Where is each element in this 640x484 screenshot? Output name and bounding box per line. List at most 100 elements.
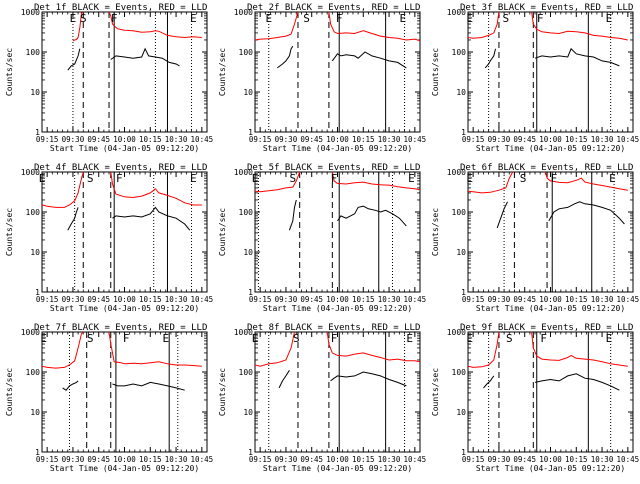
marker-label: S <box>80 12 87 25</box>
y-tick-label: 10 <box>456 408 466 417</box>
series-group <box>468 332 628 391</box>
x-tick-label: 10:30 <box>165 135 188 144</box>
x-tick-label: 09:15 <box>249 135 272 144</box>
y-tick-label: 1 <box>248 448 253 457</box>
events-series-line <box>110 47 180 67</box>
y-tick-label: 10 <box>243 88 253 97</box>
x-axis-label: Start Time (04-Jan-05 09:12:20) <box>50 304 199 313</box>
x-tick-label: 10:30 <box>591 455 614 464</box>
x-tick-label: 09:15 <box>462 135 485 144</box>
marker-label: S <box>87 172 94 185</box>
y-tick-label: 10 <box>456 88 466 97</box>
marker-label: E <box>400 12 407 25</box>
marker-label: F <box>116 172 123 185</box>
marker-label: S <box>506 332 513 345</box>
x-tick-label: 10:45 <box>617 455 640 464</box>
events-series-line <box>112 206 191 231</box>
x-tick-label: 10:00 <box>326 295 349 304</box>
y-tick-label: 100 <box>26 208 41 217</box>
x-tick-label: 09:30 <box>275 135 298 144</box>
marker-label: S <box>303 12 310 25</box>
x-tick-label: 10:45 <box>191 295 214 304</box>
lld-series-line <box>468 172 514 194</box>
marker-label: S <box>87 332 94 345</box>
panel-title: Det 8f BLACK = Events, RED = LLD <box>247 323 420 333</box>
y-tick-label: 100 <box>452 208 467 217</box>
x-tick-label: 10:15 <box>139 135 162 144</box>
y-tick-label: 1000 <box>234 8 253 17</box>
marker-label: E <box>190 172 197 185</box>
events-series-line <box>534 373 620 391</box>
marker-label: E <box>39 172 46 185</box>
marker-label: E <box>466 12 473 25</box>
marker-label: S <box>293 332 300 345</box>
detector-panel: Det 3f BLACK = Events, RED = LLD 1 10 100 10… <box>431 3 639 153</box>
y-axis-label: Counts/sec <box>218 208 227 256</box>
marker-label: E <box>70 12 77 25</box>
panel-title: Det 3f BLACK = Events, RED = LLD <box>460 3 633 13</box>
y-tick-label: 10 <box>243 408 253 417</box>
y-axis-label: Counts/sec <box>5 48 14 96</box>
marker-label: E <box>609 172 616 185</box>
x-tick-label: 10:30 <box>591 135 614 144</box>
x-tick-label: 10:15 <box>565 135 588 144</box>
x-tick-label: 10:00 <box>539 135 562 144</box>
y-axis-label: Counts/sec <box>5 208 14 256</box>
y-tick-label: 1000 <box>21 8 40 17</box>
plot-frame <box>467 11 634 133</box>
y-tick-label: 1000 <box>447 168 466 177</box>
panel-title: Det 1f BLACK = Events, RED = LLD <box>34 3 207 13</box>
y-tick-label: 100 <box>26 368 41 377</box>
x-tick-label: 09:45 <box>87 135 110 144</box>
lld-series-line <box>42 172 84 208</box>
marker-label: F <box>331 332 338 345</box>
detector-panel: Det 8f BLACK = Events, RED = LLD 1 10 100 10… <box>218 323 426 473</box>
marker-label: E <box>265 12 272 25</box>
x-axis-label: Start Time (04-Jan-05 09:12:20) <box>476 304 625 313</box>
plot-frame <box>41 331 208 453</box>
detector-panel: Det 6f BLACK = Events, RED = LLD 1 10 100 10… <box>431 163 639 313</box>
events-series-line <box>484 48 496 69</box>
y-tick-label: 1000 <box>21 328 40 337</box>
x-tick-label: 09:15 <box>249 295 272 304</box>
events-series-line <box>67 48 81 71</box>
y-tick-label: 1000 <box>21 168 40 177</box>
x-tick-label: 09:15 <box>36 455 59 464</box>
y-tick-label: 10 <box>30 248 40 257</box>
panel-title: Det 4f BLACK = Events, RED = LLD <box>34 163 207 173</box>
lld-series-line <box>328 12 420 42</box>
events-series-line <box>67 207 79 231</box>
x-tick-label: 09:30 <box>62 295 85 304</box>
y-axis-label: Counts/sec <box>5 368 14 416</box>
plot-frame <box>41 171 208 293</box>
marker-label: E <box>252 172 259 185</box>
x-tick-label: 10:00 <box>539 455 562 464</box>
panel-title: Det 5f BLACK = Events, RED = LLD <box>247 163 420 173</box>
events-series-line <box>62 380 79 391</box>
detector-panel: Det 7f BLACK = Events, RED = LLD 1 10 100 10… <box>5 323 213 473</box>
events-series-line <box>330 371 407 387</box>
x-tick-label: 09:45 <box>513 295 536 304</box>
x-tick-label: 10:15 <box>565 455 588 464</box>
y-axis-label: Counts/sec <box>431 48 440 96</box>
events-series-line <box>112 381 185 391</box>
events-series-line <box>337 205 407 227</box>
x-tick-label: 10:15 <box>139 455 162 464</box>
series-group <box>468 172 628 229</box>
events-series-line <box>278 370 290 389</box>
x-tick-label: 09:15 <box>462 295 485 304</box>
x-tick-label: 09:30 <box>488 295 511 304</box>
events-series-line <box>288 199 297 231</box>
y-axis-label: Counts/sec <box>431 208 440 256</box>
y-tick-label: 1000 <box>234 328 253 337</box>
x-tick-label: 09:45 <box>87 295 110 304</box>
series-group <box>468 12 628 69</box>
marker-label: E <box>606 12 613 25</box>
panel-title: Det 7f BLACK = Events, RED = LLD <box>34 323 207 333</box>
x-tick-label: 09:45 <box>87 455 110 464</box>
x-tick-label: 09:30 <box>488 135 511 144</box>
x-tick-label: 09:45 <box>300 455 323 464</box>
x-tick-label: 10:30 <box>165 455 188 464</box>
events-series-line <box>548 201 625 225</box>
